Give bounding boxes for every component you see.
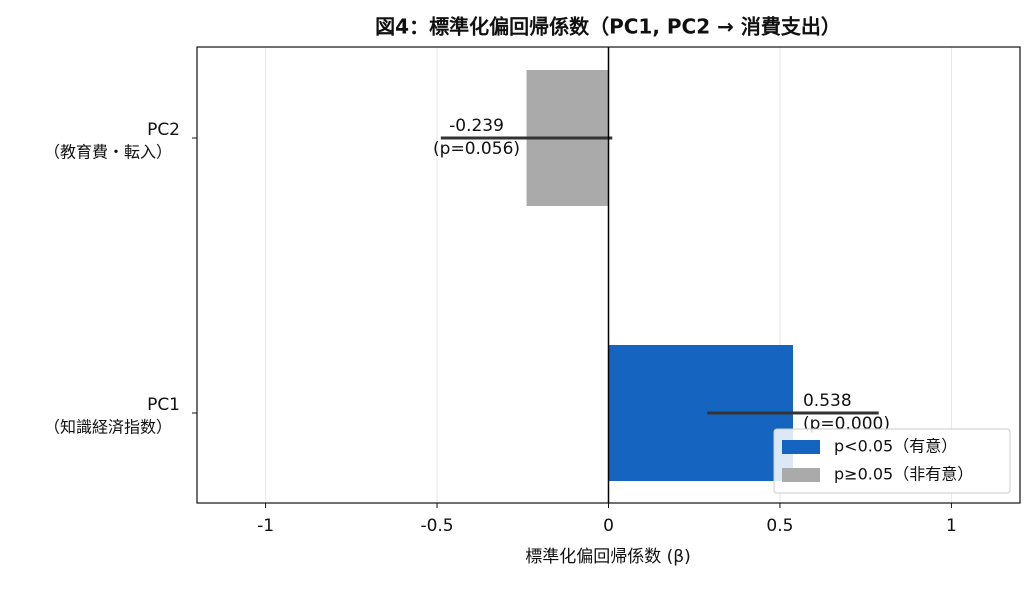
plot-frame	[196, 46, 1021, 504]
value-label: 0.538	[803, 391, 852, 411]
y-tick-label: PC2	[147, 120, 180, 140]
chart-title: 図4：標準化偏回帰係数（PC1, PC2 → 消費支出）	[375, 15, 841, 39]
x-tick-label: 1	[946, 516, 957, 536]
x-axis-label: 標準化偏回帰係数 (β)	[525, 547, 691, 567]
legend-label: p≥0.05（非有意）	[834, 465, 973, 484]
x-tick-label: 0.5	[766, 516, 793, 536]
y-tick-label: PC1	[147, 395, 180, 415]
y-tick-sublabel: （知識経済指数）	[44, 418, 172, 437]
legend-swatch	[782, 468, 820, 482]
value-label: -0.239	[449, 116, 504, 136]
x-tick-label: -0.5	[420, 516, 453, 536]
p-label: (p=0.056)	[433, 139, 520, 159]
x-tick-label: 0	[603, 516, 614, 536]
legend-label: p<0.05（有意）	[834, 437, 957, 456]
x-tick-label: -1	[257, 516, 274, 536]
y-tick-sublabel: （教育費・転入）	[44, 143, 172, 162]
legend-swatch	[782, 440, 820, 454]
legend-box	[773, 428, 1011, 494]
